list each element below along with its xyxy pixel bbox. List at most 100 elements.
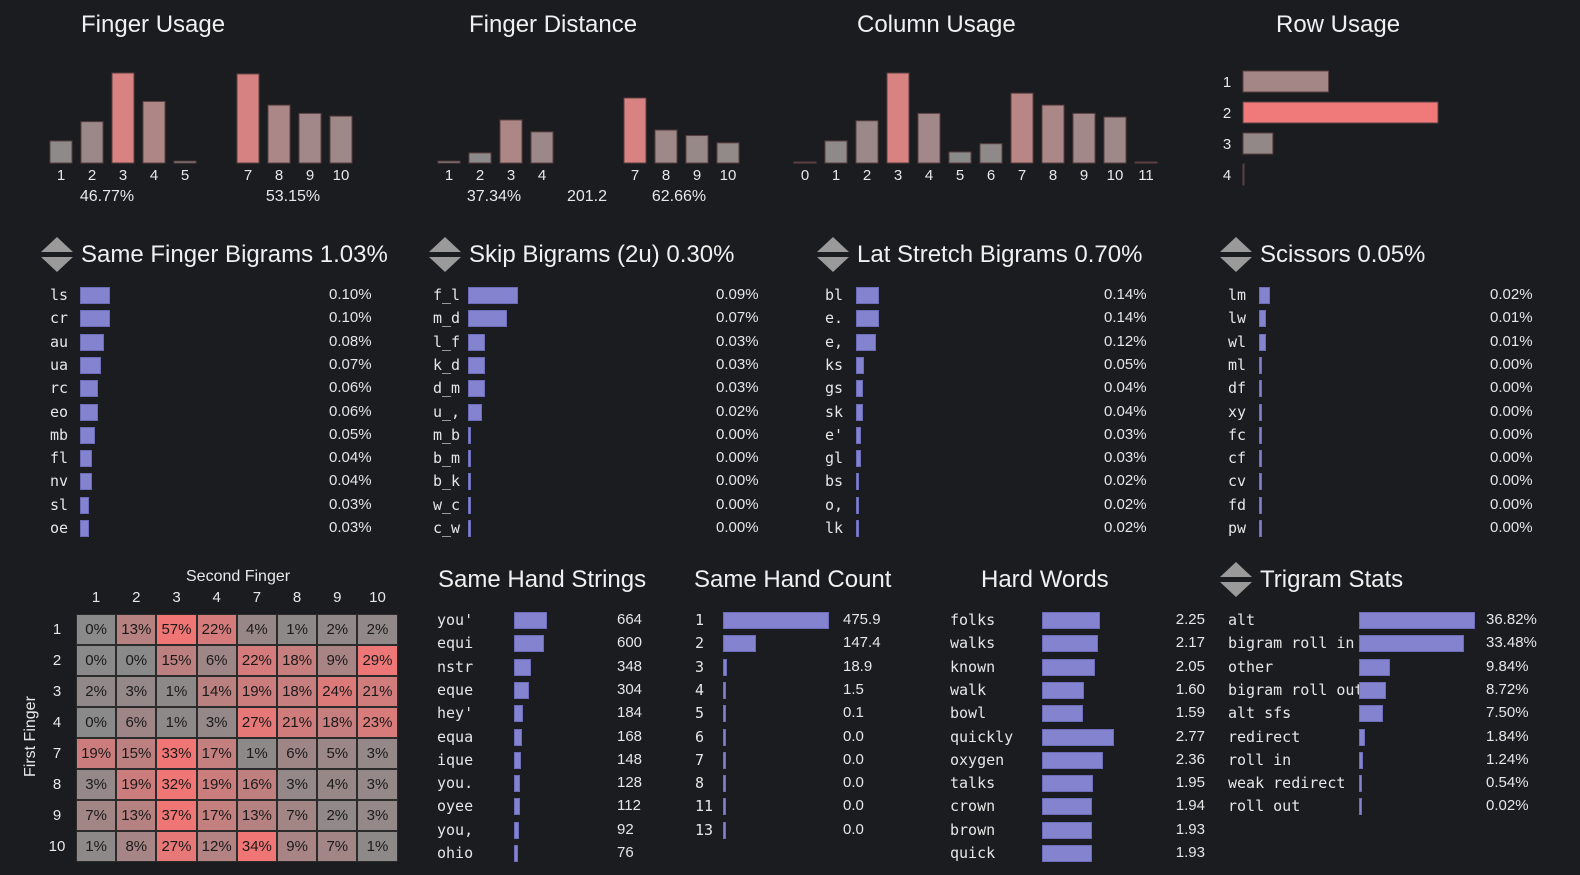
bar-3: [886, 72, 910, 164]
list-item: brown 1.93: [950, 820, 1210, 842]
matrix-cell: 27%: [156, 831, 197, 862]
item-bar: [514, 681, 530, 699]
item-bar: [468, 473, 471, 491]
tick-label-3: 3: [894, 167, 902, 184]
item-label: known: [950, 657, 996, 676]
sfb-sort-icon[interactable]: [40, 235, 74, 280]
item-label: 1: [695, 611, 705, 629]
matrix-cell: 4%: [317, 769, 358, 800]
item-label: nstr: [437, 657, 474, 676]
item-label: l_f: [433, 332, 461, 351]
item-label: fd: [1228, 495, 1247, 514]
list-item: ml 0.00%: [1228, 355, 1543, 377]
item-label: lw: [1228, 309, 1247, 328]
item-bar: [514, 612, 547, 629]
item-label: roll in: [1228, 750, 1292, 769]
bar-11: [1134, 161, 1158, 164]
item-value: 0.02%: [1104, 519, 1147, 536]
item-label: b_m: [433, 449, 461, 468]
item-label: ique: [437, 750, 474, 769]
item-value: 0.02%: [1490, 286, 1533, 303]
item-bar: [80, 520, 89, 537]
item-value: 1.94: [1175, 797, 1205, 815]
item-value: 2.05: [1175, 657, 1205, 675]
item-value: 1.60: [1175, 680, 1205, 698]
matrix-cell: 5%: [317, 738, 358, 769]
skip-sort-icon[interactable]: [428, 235, 462, 280]
item-label: au: [50, 332, 69, 351]
item-value: 9.84%: [1486, 657, 1529, 675]
item-bar: [1042, 845, 1093, 862]
list-item: known 2.05: [950, 657, 1210, 679]
item-value: 1.93: [1175, 844, 1205, 861]
list-item: talks 1.95: [950, 773, 1210, 795]
item-value: 0.00%: [716, 472, 759, 490]
item-bar: [514, 845, 518, 862]
list-item: cf 0.00%: [1228, 448, 1543, 470]
bar-2: [468, 152, 492, 164]
matrix-row-label: 3: [52, 683, 62, 700]
item-label: 8: [695, 774, 705, 793]
item-bar: [468, 426, 471, 444]
matrix-cell: 7%: [76, 800, 117, 831]
bar-6: [979, 143, 1003, 164]
item-value: 148: [617, 750, 643, 768]
tick-label-11: 11: [1138, 167, 1154, 184]
item-bar: [468, 310, 507, 328]
matrix-cell: 3%: [357, 738, 398, 769]
item-label: weak redirect: [1228, 774, 1346, 793]
item-label: oe: [50, 519, 69, 537]
tick-label-5: 5: [181, 167, 189, 184]
item-label: you': [437, 611, 474, 629]
item-value: 0.03%: [716, 355, 759, 373]
item-bar: [80, 473, 92, 491]
item-label: ua: [50, 355, 69, 374]
list-item: lw 0.01%: [1228, 308, 1543, 330]
item-bar: [468, 356, 485, 374]
list-item: roll in 1.24%: [1228, 750, 1558, 772]
item-value: 0.02%: [1486, 797, 1529, 815]
bar-0: [793, 161, 817, 164]
matrix-cell: 6%: [277, 738, 318, 769]
matrix-cell: 1%: [277, 614, 318, 645]
finger-matrix: 1 2 3 4 7 8 9 10 1 0% 13% 57% 22% 4% 1% 2% 2% 2 0% 0% 15% 6% 2…: [40, 586, 400, 866]
item-value: 348: [617, 657, 643, 675]
list-item: gl 0.03%: [825, 448, 1155, 470]
matrix-cell: 21%: [277, 707, 318, 738]
bar-5: [173, 160, 197, 164]
item-label: hey': [437, 704, 474, 723]
lat-sort-icon[interactable]: [816, 235, 850, 280]
distance-left-total: 37.34%: [467, 188, 521, 205]
matrix-row-label: 2: [52, 652, 62, 669]
item-bar: [1042, 821, 1093, 839]
list-item: f_l 0.09%: [433, 285, 763, 307]
item-label: cr: [50, 309, 69, 328]
item-label: nv: [50, 472, 69, 491]
item-label: 2: [695, 634, 705, 653]
matrix-cell: 34%: [236, 831, 277, 862]
bar-1: [49, 140, 73, 164]
item-bar: [1042, 751, 1104, 769]
item-value: 0.00%: [1490, 355, 1533, 373]
matrix-cell: 22%: [236, 645, 277, 676]
item-label: k_d: [433, 355, 461, 374]
item-bar: [723, 681, 726, 699]
trigram-sort-icon[interactable]: [1219, 560, 1253, 605]
item-label: ml: [1228, 355, 1247, 374]
item-label: quickly: [950, 727, 1014, 746]
list-item: bowl 1.59: [950, 703, 1210, 725]
tick-label-4: 4: [925, 167, 933, 184]
scissors-title: Scissors 0.05%: [1260, 241, 1426, 268]
scissors-sort-icon[interactable]: [1219, 235, 1253, 280]
item-label: pw: [1228, 519, 1247, 537]
item-bar: [723, 728, 726, 746]
matrix-cell: 13%: [116, 800, 157, 831]
sfb-title: Same Finger Bigrams 1.03%: [81, 241, 388, 268]
distance-total: 201.2: [567, 188, 607, 205]
tick-label-7: 7: [631, 167, 639, 184]
tick-label-10: 10: [720, 167, 737, 184]
row-label-2: 2: [1223, 105, 1231, 122]
matrix-cell: 37%: [156, 800, 197, 831]
item-bar: [80, 333, 104, 351]
matrix-col-title: Second Finger: [186, 568, 291, 585]
